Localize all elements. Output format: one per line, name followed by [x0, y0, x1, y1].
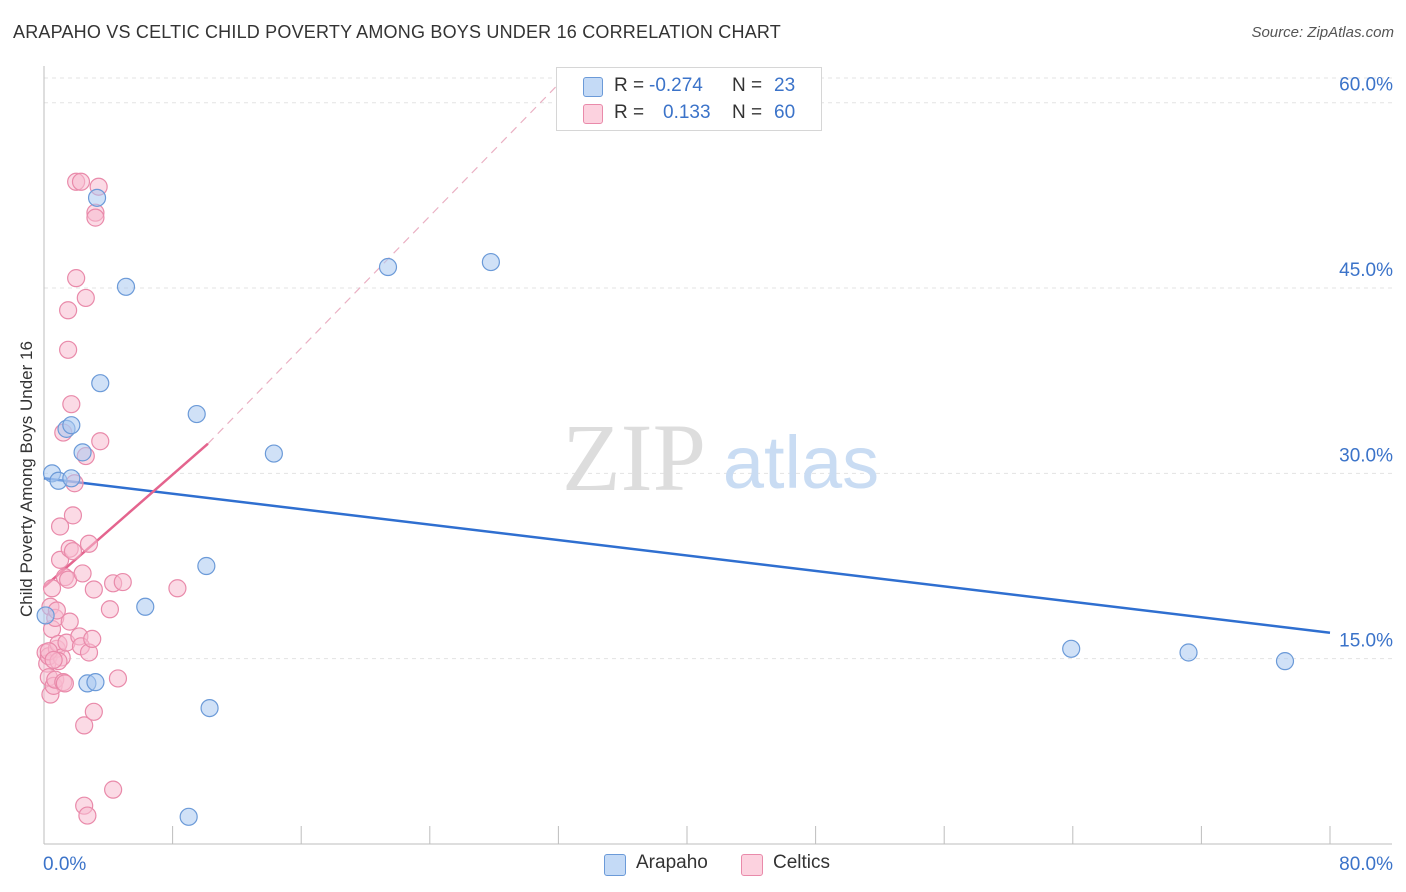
legend-r-value: -0.274 — [649, 75, 703, 96]
arapaho-legend-icon — [604, 854, 626, 876]
chart-title: ARAPAHO VS CELTIC CHILD POVERTY AMONG BO… — [13, 22, 781, 42]
celtics-point — [104, 780, 123, 799]
y-tick-label: 15.0% — [1339, 631, 1393, 652]
celtics-point — [168, 579, 187, 598]
arapaho-point — [116, 277, 136, 296]
y-tick-label: 30.0% — [1339, 445, 1393, 466]
data-points — [36, 172, 1295, 826]
celtics-point — [76, 288, 95, 308]
arapaho-swatch-icon — [583, 77, 603, 97]
celtics-point — [60, 612, 79, 631]
legend-r-label: R = — [614, 102, 645, 123]
celtics-point — [59, 340, 78, 359]
celtics-trend-line — [43, 442, 209, 588]
arapaho-point — [91, 374, 110, 393]
legend-r-value: 0.133 — [663, 102, 711, 123]
arapaho-trend-line — [43, 477, 1331, 634]
arapaho-point — [1275, 652, 1295, 671]
celtics-legend-icon — [741, 854, 763, 876]
celtics-point — [73, 564, 92, 583]
celtics-point — [84, 702, 103, 721]
arapaho-point — [73, 443, 92, 462]
arapaho-point — [36, 606, 55, 625]
arapaho-point — [86, 673, 105, 692]
source-label: Source: ZipAtlas.com — [1251, 24, 1394, 41]
celtics-point — [78, 806, 97, 825]
arapaho-point — [179, 807, 198, 826]
arapaho-point — [62, 469, 81, 488]
arapaho-point — [200, 698, 219, 718]
celtics-point — [83, 629, 102, 649]
celtics-point — [42, 579, 62, 598]
celtics-point — [67, 269, 86, 288]
gridlines — [44, 77, 1392, 660]
celtics-swatch-icon — [583, 104, 603, 124]
correlation-legend: R = -0.274 N = 23 R = 0.133 N = 60 — [556, 67, 822, 131]
celtics-point — [63, 542, 83, 561]
y-tick-label: 60.0% — [1339, 75, 1393, 96]
y-axis-label: Child Poverty Among Boys Under 16 — [17, 341, 36, 617]
celtics-point — [79, 534, 99, 553]
legend-label-arapaho: Arapaho — [636, 852, 708, 873]
celtics-point — [63, 506, 83, 525]
celtics-point — [91, 432, 110, 451]
legend-n-label: N = — [732, 102, 763, 123]
axes — [43, 66, 1392, 845]
legend-n-label: N = — [732, 75, 763, 96]
celtics-point — [84, 580, 103, 599]
celtics-point — [75, 716, 94, 735]
watermark-zip: ZIP — [562, 404, 706, 511]
x-tick-label: 80.0% — [1339, 854, 1393, 875]
arapaho-point — [264, 444, 283, 463]
celtics-point — [71, 172, 91, 191]
arapaho-point — [1062, 639, 1081, 658]
celtics-point — [86, 208, 105, 227]
x-tick-label: 0.0% — [43, 854, 86, 875]
legend-r-label: R = — [614, 75, 645, 96]
tick-labels: 15.0% 30.0% 45.0% 60.0% 0.0% 80.0% — [43, 75, 1393, 875]
trend-lines — [43, 83, 1331, 634]
legend-n-value: 23 — [774, 75, 796, 96]
celtics-point — [108, 669, 128, 688]
arapaho-point — [378, 257, 398, 277]
legend-label-celtics: Celtics — [773, 852, 831, 873]
legend-n-value: 60 — [774, 102, 796, 123]
celtics-point — [113, 572, 132, 592]
arapaho-point — [136, 597, 155, 616]
arapaho-point — [481, 252, 500, 272]
celtics-point — [100, 600, 120, 619]
celtics-point — [50, 517, 70, 536]
celtics-point — [55, 674, 74, 693]
y-tick-label: 45.0% — [1339, 260, 1393, 281]
arapaho-point — [87, 188, 107, 207]
arapaho-point — [187, 404, 206, 424]
arapaho-point — [197, 556, 216, 576]
watermark: ZIP atlas — [562, 404, 879, 511]
celtics-point — [62, 395, 81, 414]
celtics-point — [59, 301, 78, 320]
arapaho-point — [1179, 643, 1198, 662]
arapaho-point — [62, 416, 81, 435]
watermark-atlas: atlas — [723, 421, 879, 504]
celtics-point — [44, 650, 63, 670]
